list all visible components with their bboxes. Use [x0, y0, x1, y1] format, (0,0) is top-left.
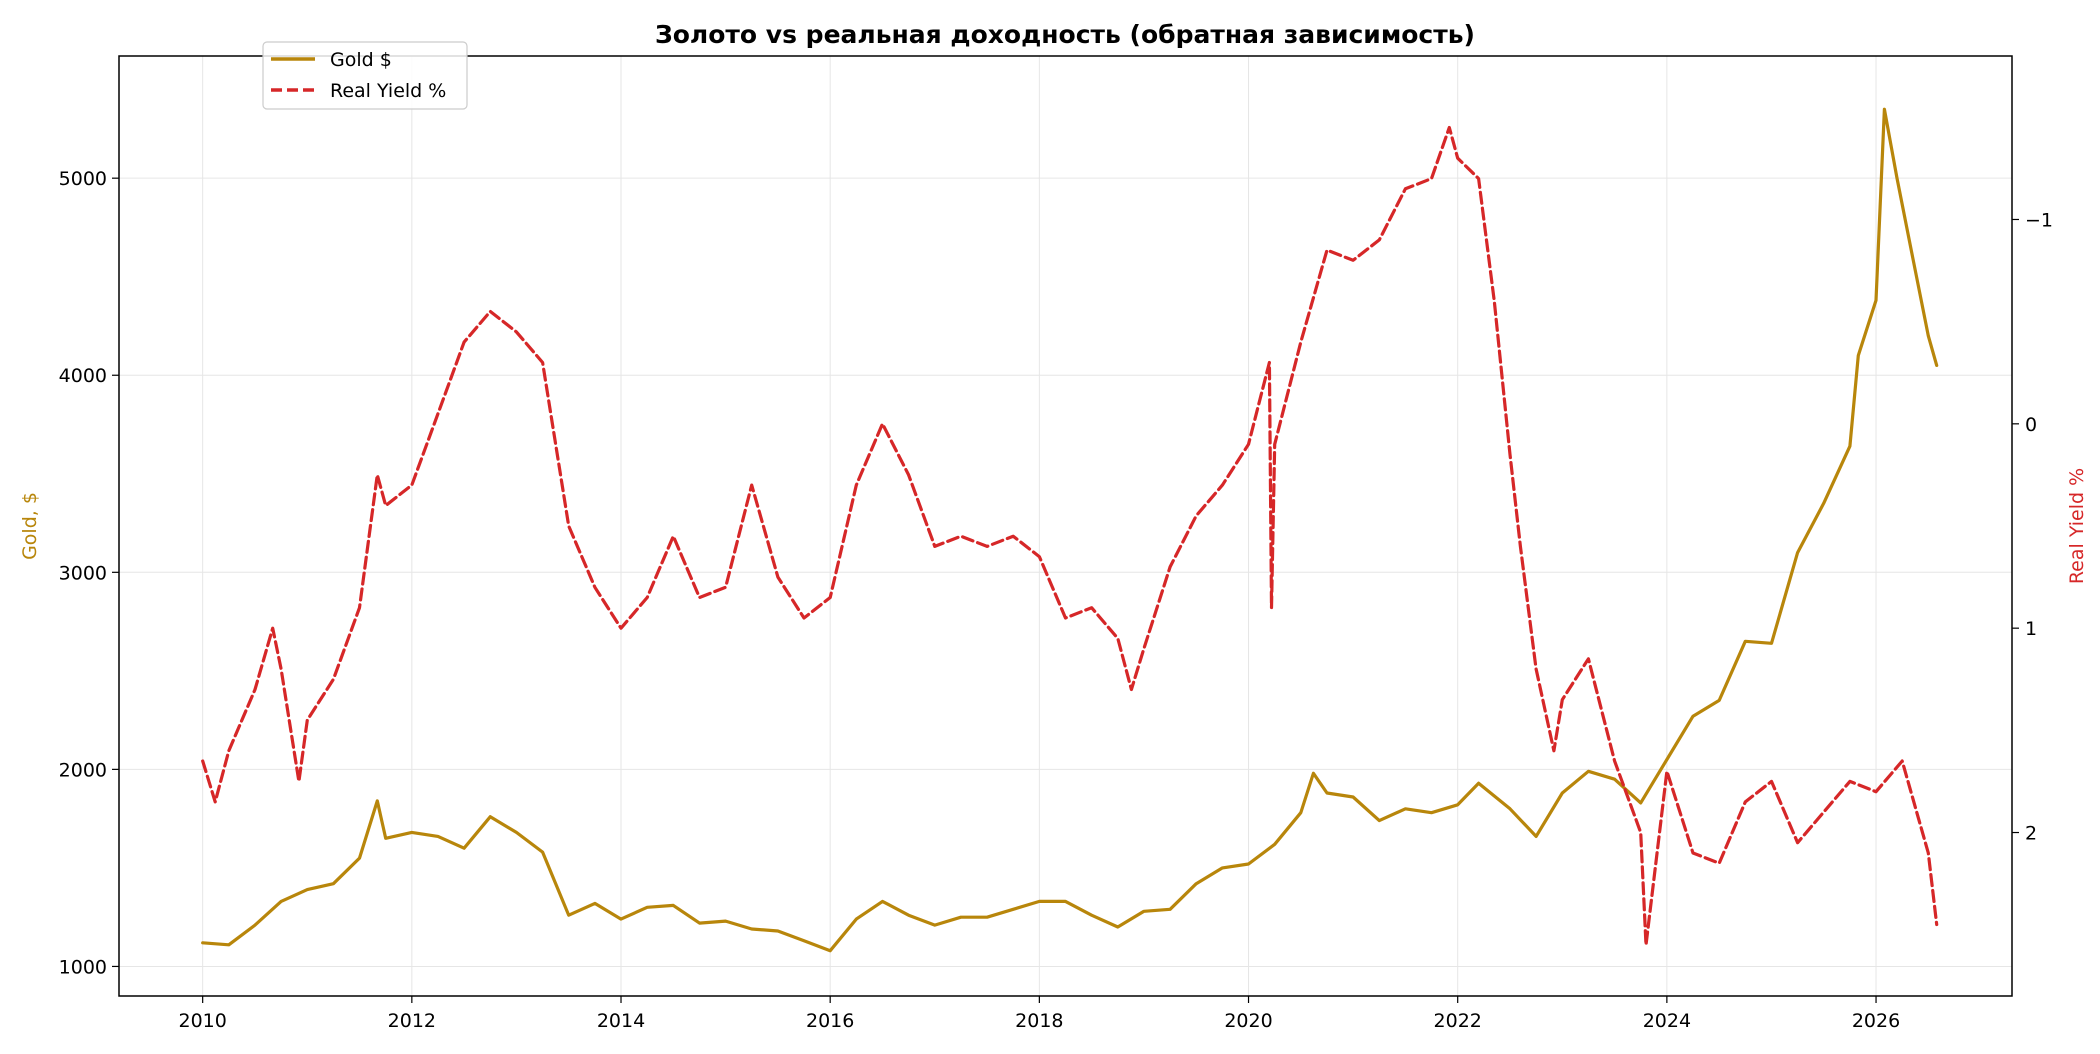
x-tick-label: 2022 — [1434, 1010, 1482, 1032]
y-tick-label: 3000 — [59, 562, 107, 584]
y2-tick-label: 2 — [2025, 823, 2037, 845]
x-tick-label: 2026 — [1852, 1010, 1900, 1032]
x-tick-label: 2024 — [1643, 1010, 1691, 1032]
right-axis-label: Real Yield % — [2066, 468, 2088, 584]
left-y-axis-ticks: 1000 2000 3000 4000 5000 — [59, 168, 119, 978]
y-tick-label: 2000 — [59, 759, 107, 781]
x-tick-label: 2012 — [388, 1010, 436, 1032]
series-line-real-yield — [201, 125, 1939, 947]
y-tick-label: 1000 — [59, 956, 107, 978]
y-tick-label: 5000 — [59, 168, 107, 190]
right-y-axis-ticks: −1 0 1 2 — [2012, 209, 2053, 845]
legend-label-real-yield: Real Yield % — [330, 80, 446, 102]
chart-title: Золото vs реальная доходность (обратная … — [655, 20, 1475, 49]
x-axis-ticks: 2010 2012 2014 2016 2018 2020 2022 2024 2026 — [178, 996, 1900, 1032]
series-layer — [201, 107, 1939, 953]
grid-layer — [119, 56, 2012, 996]
y2-tick-label: 0 — [2025, 414, 2037, 436]
left-axis-label: Gold, $ — [19, 492, 41, 560]
series-line-gold — [201, 107, 1939, 953]
x-tick-label: 2010 — [178, 1010, 226, 1032]
x-tick-label: 2016 — [806, 1010, 854, 1032]
plot-frame — [118, 55, 2013, 997]
x-tick-label: 2014 — [597, 1010, 645, 1032]
x-tick-label: 2020 — [1224, 1010, 1272, 1032]
legend: Gold $ Real Yield % — [262, 41, 468, 110]
x-tick-label: 2018 — [1015, 1010, 1063, 1032]
y-tick-label: 4000 — [59, 365, 107, 387]
y2-tick-label: −1 — [2025, 209, 2053, 231]
y2-tick-label: 1 — [2025, 618, 2037, 640]
legend-label-gold: Gold $ — [330, 49, 392, 71]
